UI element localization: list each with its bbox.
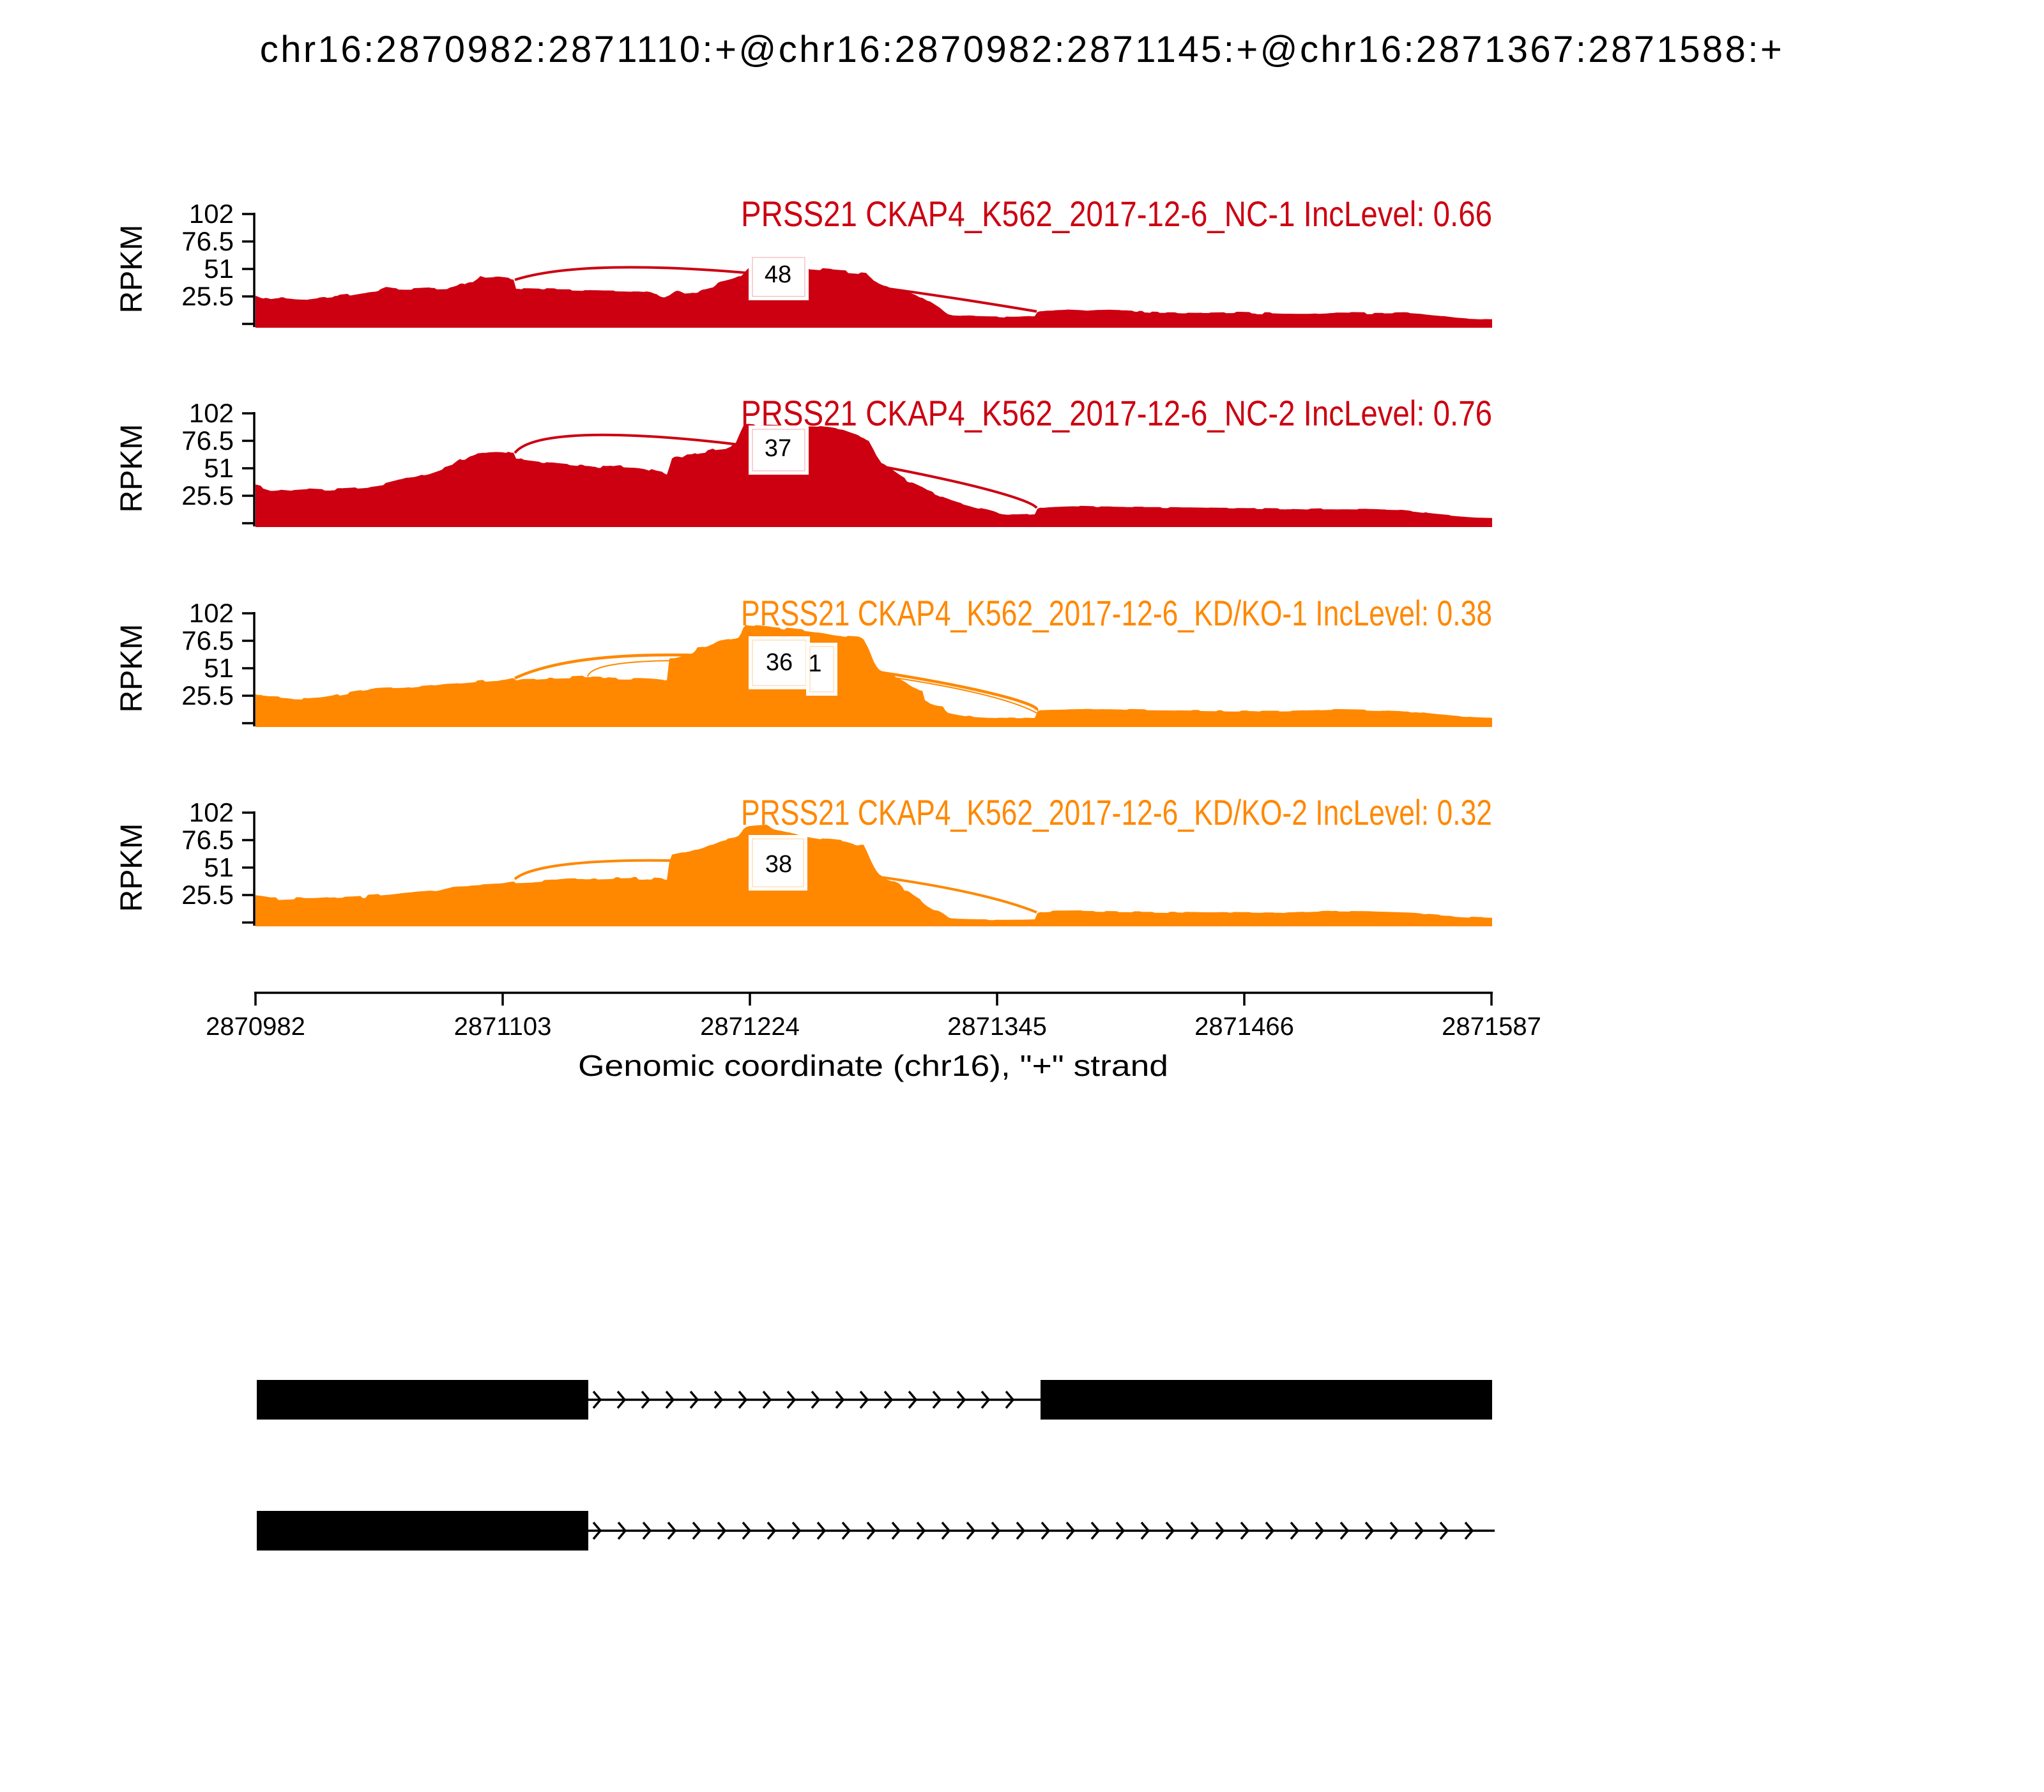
svg-text:2871224: 2871224 [700, 1013, 800, 1041]
svg-text:PRSS21 CKAP4_K562_2017-12-6_NC: PRSS21 CKAP4_K562_2017-12-6_NC-1 IncLeve… [741, 194, 1492, 234]
svg-text:25.5: 25.5 [181, 281, 234, 311]
svg-text:2871587: 2871587 [1442, 1013, 1541, 1041]
svg-text:RPKM: RPKM [115, 823, 149, 912]
svg-text:PRSS21 CKAP4_K562_2017-12-6_KD: PRSS21 CKAP4_K562_2017-12-6_KD/KO-2 IncL… [741, 792, 1492, 832]
svg-text:1: 1 [808, 650, 821, 677]
svg-text:102: 102 [189, 199, 234, 229]
svg-text:25.5: 25.5 [181, 680, 234, 710]
svg-text:76.5: 76.5 [181, 825, 234, 855]
svg-text:38: 38 [765, 851, 792, 878]
svg-text:102: 102 [189, 797, 234, 827]
svg-text:102: 102 [189, 598, 234, 628]
svg-text:PRSS21 CKAP4_K562_2017-12-6_NC: PRSS21 CKAP4_K562_2017-12-6_NC-2 IncLeve… [741, 393, 1492, 433]
svg-text:76.5: 76.5 [181, 425, 234, 456]
svg-text:RPKM: RPKM [115, 624, 149, 713]
svg-text:Genomic coordinate (chr16), "+: Genomic coordinate (chr16), "+" strand [578, 1049, 1168, 1082]
svg-text:51: 51 [204, 453, 234, 483]
svg-text:chr16:2870982:2871110:+@chr16:: chr16:2870982:2871110:+@chr16:2870982:28… [260, 29, 1784, 70]
svg-text:2870982: 2870982 [206, 1013, 305, 1041]
svg-text:25.5: 25.5 [181, 480, 234, 510]
svg-text:2871466: 2871466 [1194, 1013, 1294, 1041]
svg-text:2871103: 2871103 [454, 1013, 552, 1041]
svg-text:36: 36 [766, 649, 793, 676]
svg-text:2871345: 2871345 [947, 1013, 1047, 1041]
svg-text:PRSS21 CKAP4_K562_2017-12-6_KD: PRSS21 CKAP4_K562_2017-12-6_KD/KO-1 IncL… [741, 593, 1492, 633]
svg-text:RPKM: RPKM [115, 424, 149, 513]
svg-text:51: 51 [204, 254, 234, 284]
svg-text:48: 48 [765, 261, 791, 288]
svg-text:51: 51 [204, 653, 234, 683]
svg-text:37: 37 [765, 435, 791, 462]
svg-text:RPKM: RPKM [115, 225, 149, 314]
svg-text:76.5: 76.5 [181, 625, 234, 655]
svg-text:25.5: 25.5 [181, 880, 234, 910]
svg-text:76.5: 76.5 [181, 226, 234, 256]
svg-text:102: 102 [189, 398, 234, 428]
svg-text:51: 51 [204, 852, 234, 882]
